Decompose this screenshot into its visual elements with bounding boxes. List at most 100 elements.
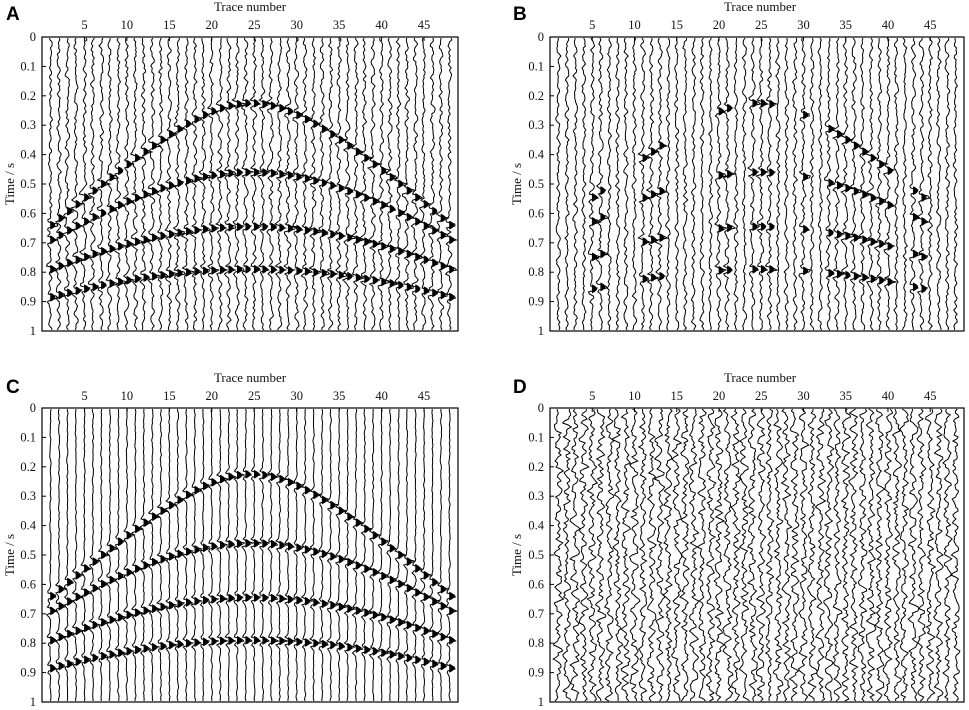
reflection-event <box>194 174 200 184</box>
trace-wiggle <box>308 37 324 331</box>
x-tick-label: 25 <box>248 389 261 403</box>
reflection-event <box>92 620 98 630</box>
trace-wiggle <box>428 408 442 702</box>
seismic-trace <box>654 37 670 331</box>
reflection-event <box>186 267 192 277</box>
y-tick-label: 0.5 <box>528 548 544 562</box>
reflection-event <box>160 135 166 145</box>
reflection-event <box>828 178 834 188</box>
trace-wiggle <box>708 37 714 331</box>
x-tick-label: 10 <box>121 18 134 32</box>
x-tick-label: 10 <box>628 18 641 32</box>
reflection-event <box>449 591 455 601</box>
reflection-event <box>398 280 404 290</box>
reflection-event <box>330 600 336 610</box>
reflection-event <box>270 222 276 232</box>
trace-wiggle <box>267 408 280 701</box>
reflection-event <box>913 186 919 196</box>
seismic-trace <box>139 408 153 702</box>
seismic-trace <box>250 408 264 702</box>
reflection-event <box>169 600 175 610</box>
seismic-trace <box>114 408 127 702</box>
seismic-trace <box>207 408 220 702</box>
seismic-trace <box>223 37 238 331</box>
x-tick-label: 5 <box>589 18 595 32</box>
reflection-event <box>287 594 293 604</box>
reflection-event <box>381 277 387 287</box>
seismic-trace <box>324 37 339 331</box>
reflection-event <box>219 636 226 646</box>
reflection-event <box>262 539 268 549</box>
seismic-trace <box>377 408 391 702</box>
seismic-trace <box>189 37 205 331</box>
reflection-event <box>449 235 455 245</box>
reflection-event <box>449 663 455 673</box>
trace-wiggle <box>603 408 615 702</box>
reflection-event <box>803 266 809 276</box>
trace-wiggle <box>45 37 60 331</box>
reflection-event <box>406 620 412 630</box>
y-axis-title: Time / s <box>509 534 524 576</box>
reflection-event <box>651 235 657 245</box>
seismic-trace <box>292 37 305 331</box>
reflection-event <box>338 231 344 241</box>
trace-wiggle <box>733 37 740 331</box>
seismic-trace <box>53 37 67 331</box>
trace-wiggle <box>620 408 632 702</box>
reflection-event <box>92 186 98 196</box>
reflection-event <box>913 212 919 222</box>
y-tick-label: 0.9 <box>528 295 544 309</box>
reflection-event <box>879 239 885 249</box>
trace-wiggle <box>444 37 458 331</box>
trace-wiggle <box>848 408 859 702</box>
reflection-event <box>347 233 353 243</box>
seismic-trace <box>798 37 812 331</box>
x-tick-label: 15 <box>163 18 176 32</box>
reflection-event <box>203 172 209 182</box>
seismic-trace <box>206 37 221 331</box>
y-tick-label: 0.5 <box>20 177 36 191</box>
trace-wiggle <box>309 408 323 702</box>
reflection-event <box>642 153 648 163</box>
y-tick-label: 1 <box>538 695 544 709</box>
y-tick-label: 0.9 <box>20 295 36 309</box>
y-tick-label: 0.3 <box>20 118 36 132</box>
trace-wiggle <box>899 408 910 702</box>
seismic-trace <box>653 408 666 702</box>
reflection-event <box>169 640 175 650</box>
trace-wiggle <box>654 37 670 331</box>
reflection-event <box>50 591 56 601</box>
reflection-event <box>921 192 927 202</box>
seismic-trace <box>823 37 836 331</box>
reflection-event <box>415 284 421 294</box>
trace-wiggle <box>646 408 657 702</box>
seismic-trace <box>267 408 280 701</box>
reflection-event <box>440 601 446 611</box>
x-tick-label: 20 <box>206 389 219 403</box>
reflection-event <box>338 506 344 516</box>
reflection-event <box>287 106 293 116</box>
seismic-trace <box>722 37 737 331</box>
x-tick-label: 15 <box>670 389 683 403</box>
seismic-trace <box>637 408 648 702</box>
seismic-trace <box>97 408 111 702</box>
trace-wiggle <box>552 408 565 702</box>
reflection-event <box>330 640 336 650</box>
trace-wiggle <box>146 37 162 331</box>
reflection-event <box>135 193 141 203</box>
seismic-trace <box>284 408 298 702</box>
seismic-trace <box>916 408 927 702</box>
reflection-event <box>803 172 809 182</box>
seismic-trace <box>873 37 889 331</box>
seismic-trace <box>54 408 69 702</box>
trace-wiggle <box>682 37 689 331</box>
trace-wiggle <box>916 408 927 702</box>
seismic-trace <box>637 37 652 331</box>
reflection-event <box>752 167 758 177</box>
seismic-trace <box>564 37 570 331</box>
trace-wiggle <box>662 408 673 702</box>
x-tick-label: 35 <box>333 389 346 403</box>
reflection-event <box>752 264 758 274</box>
x-axis-title: Trace number <box>724 370 797 385</box>
seismic-trace <box>283 37 299 331</box>
